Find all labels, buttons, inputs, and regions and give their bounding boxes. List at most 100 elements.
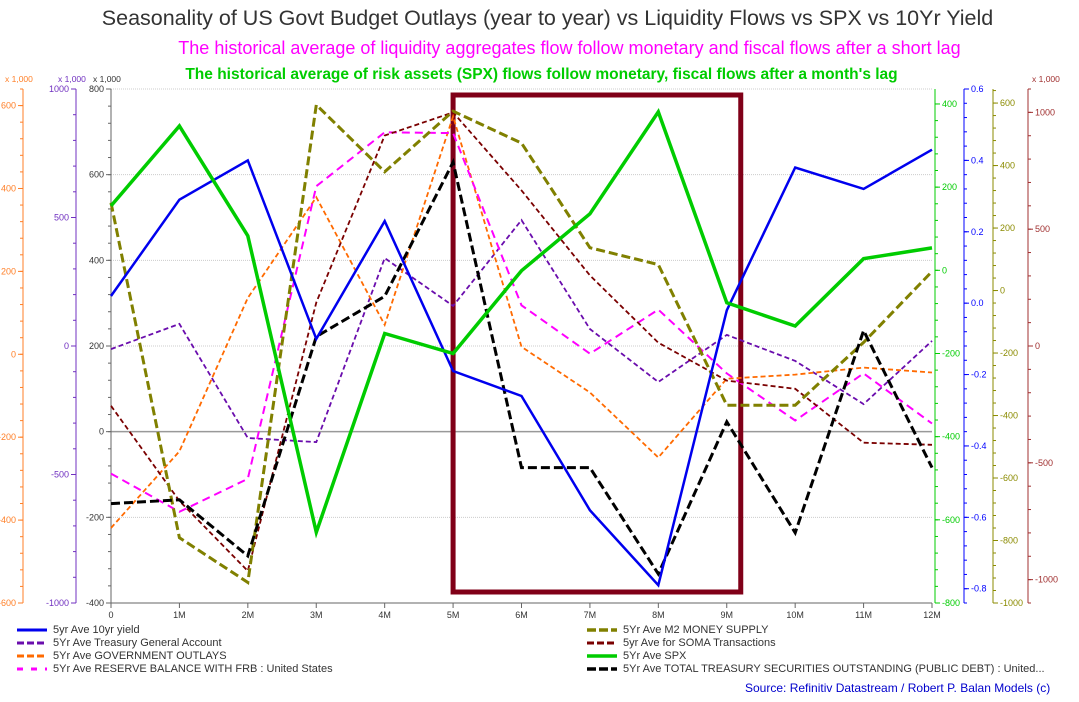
axis-tick-label: -200 (0, 432, 16, 442)
axis-tick-label: 0 (11, 349, 16, 359)
legend-label: 5Yr Ave RESERVE BALANCE WITH FRB : Unite… (53, 662, 333, 675)
legend-item[interactable]: 5yr Ave for SOMA Transactions (587, 636, 1045, 649)
source-note: Source: Refinitiv Datastream / Robert P.… (745, 681, 1051, 695)
x-tick-label: 0 (108, 610, 113, 620)
axis-tick-label: -0.4 (971, 441, 987, 451)
x-tick-label: 9M (720, 610, 733, 620)
axis-tick-label: 0 (64, 341, 69, 351)
legend-swatch-icon (587, 641, 617, 644)
axis-tick-label: -400 (1000, 411, 1018, 421)
axis-tick-label: 800 (89, 84, 104, 94)
legend-swatch-icon (587, 666, 617, 671)
axis-tick-label: 400 (89, 255, 104, 265)
axis-tick-label: -200 (1000, 348, 1018, 358)
legend-swatch-icon (17, 667, 47, 670)
axis-tick-label: 400 (942, 99, 957, 109)
axis-tick-label: -200 (86, 512, 104, 522)
x-tick-label: 6M (515, 610, 528, 620)
axis-tick-label: 0.4 (971, 155, 984, 165)
axis-multiplier-label: x 1,000 (93, 74, 121, 84)
axis-tick-label: 400 (1000, 161, 1015, 171)
x-tick-label: 10M (786, 610, 804, 620)
axis-tick-label: -0.2 (971, 370, 987, 380)
legend-item[interactable]: 5Yr Ave M2 MONEY SUPPLY (587, 623, 1045, 636)
series-line (109, 148, 933, 588)
chart-subtitle-spx: The historical average of risk assets (S… (185, 66, 898, 83)
axis-tick-label: 200 (1000, 223, 1015, 233)
axis-tick-label: -500 (1035, 458, 1053, 468)
legend-item[interactable]: 5yr Ave 10yr yield (17, 623, 333, 636)
legend-label: 5yr Ave for SOMA Transactions (623, 636, 776, 649)
x-tick-label: 7M (584, 610, 597, 620)
axis-tick-label: 0 (942, 265, 947, 275)
axis-tick-label: 0 (1035, 341, 1040, 351)
axis-tick-label: -0.8 (971, 584, 987, 594)
legend-label: 5Yr Ave SPX (623, 649, 687, 662)
axis-tick-label: 1000 (49, 84, 69, 94)
axis-tick-label: -800 (1000, 536, 1018, 546)
x-tick-label: 8M (652, 610, 665, 620)
axis-tick-label: 500 (1035, 224, 1050, 234)
legend-label: 5Yr Ave GOVERNMENT OUTLAYS (53, 649, 227, 662)
x-tick-label: 4M (378, 610, 391, 620)
legend-swatch-icon (587, 653, 617, 658)
legend-label: 5Yr Ave TOTAL TREASURY SECURITIES OUTSTA… (623, 662, 1045, 675)
axis-tick-label: -200 (942, 348, 960, 358)
legend-swatch-icon (17, 654, 47, 657)
axis-tick-label: 0.2 (971, 227, 984, 237)
chart-title: Seasonality of US Govt Budget Outlays (y… (101, 6, 994, 30)
axis-tick-label: 0.6 (971, 84, 984, 94)
axis-tick-label: -1000 (1000, 598, 1023, 608)
series-line (109, 101, 934, 585)
axis-tick-label: -400 (942, 432, 960, 442)
legend-item[interactable]: 5Yr Ave TOTAL TREASURY SECURITIES OUTSTA… (587, 662, 1045, 675)
legend-right: 5Yr Ave M2 MONEY SUPPLY 5yr Ave for SOMA … (587, 623, 1045, 675)
axis-tick-label: 500 (54, 213, 69, 223)
axis-multiplier-label: x 1,000 (58, 74, 86, 84)
axis-tick-label: -400 (86, 598, 104, 608)
axis-tick-label: 0 (99, 427, 104, 437)
legend-label: 5yr Ave 10yr yield (53, 623, 140, 636)
series-line (110, 131, 933, 513)
axis-multiplier-label: x 1,000 (1032, 74, 1060, 84)
series-line (110, 111, 933, 573)
axis-tick-label: -1000 (1035, 575, 1058, 585)
legend-swatch-icon (17, 628, 47, 631)
legend-swatch-icon (587, 627, 617, 632)
axis-tick-label: 200 (942, 182, 957, 192)
x-tick-label: 3M (310, 610, 323, 620)
legend-item[interactable]: 5Yr Ave Treasury General Account (17, 636, 333, 649)
series-line (110, 218, 933, 444)
legend-label: 5Yr Ave Treasury General Account (53, 636, 222, 649)
axis-tick-label: 200 (89, 341, 104, 351)
axis-multiplier-label: x 1,000 (5, 74, 33, 84)
chart-subtitle-liquidity: The historical average of liquidity aggr… (178, 38, 961, 58)
x-tick-label: 11M (855, 610, 872, 620)
axis-tick-label: -500 (51, 470, 69, 480)
axis-tick-label: -1000 (46, 598, 69, 608)
axis-tick-label: -600 (0, 598, 16, 608)
axis-tick-label: -600 (942, 515, 960, 525)
series-line (109, 108, 933, 539)
legend-item[interactable]: 5Yr Ave RESERVE BALANCE WITH FRB : Unite… (17, 662, 333, 675)
axis-tick-label: 600 (89, 170, 104, 180)
axis-tick-label: 200 (1, 266, 16, 276)
x-tick-label: 2M (242, 610, 255, 620)
axis-tick-label: 400 (1, 183, 16, 193)
legend-item[interactable]: 5Yr Ave GOVERNMENT OUTLAYS (17, 649, 333, 662)
x-tick-label: 5M (447, 610, 460, 620)
axis-tick-label: 600 (1000, 98, 1015, 108)
x-tick-label: 12M (923, 610, 941, 620)
legend-swatch-icon (17, 641, 47, 644)
axis-tick-label: 0.0 (971, 298, 984, 308)
axis-tick-label: -0.6 (971, 512, 987, 522)
axis-tick-label: -600 (1000, 473, 1018, 483)
series-line (110, 157, 934, 578)
x-tick-label: 1M (173, 610, 186, 620)
axis-tick-label: -400 (0, 515, 16, 525)
legend-label: 5Yr Ave M2 MONEY SUPPLY (623, 623, 769, 636)
legend-left: 5yr Ave 10yr yield 5Yr Ave Treasury Gener… (17, 623, 333, 675)
legend-item[interactable]: 5Yr Ave SPX (587, 649, 1045, 662)
axis-tick-label: 0 (1000, 286, 1005, 296)
